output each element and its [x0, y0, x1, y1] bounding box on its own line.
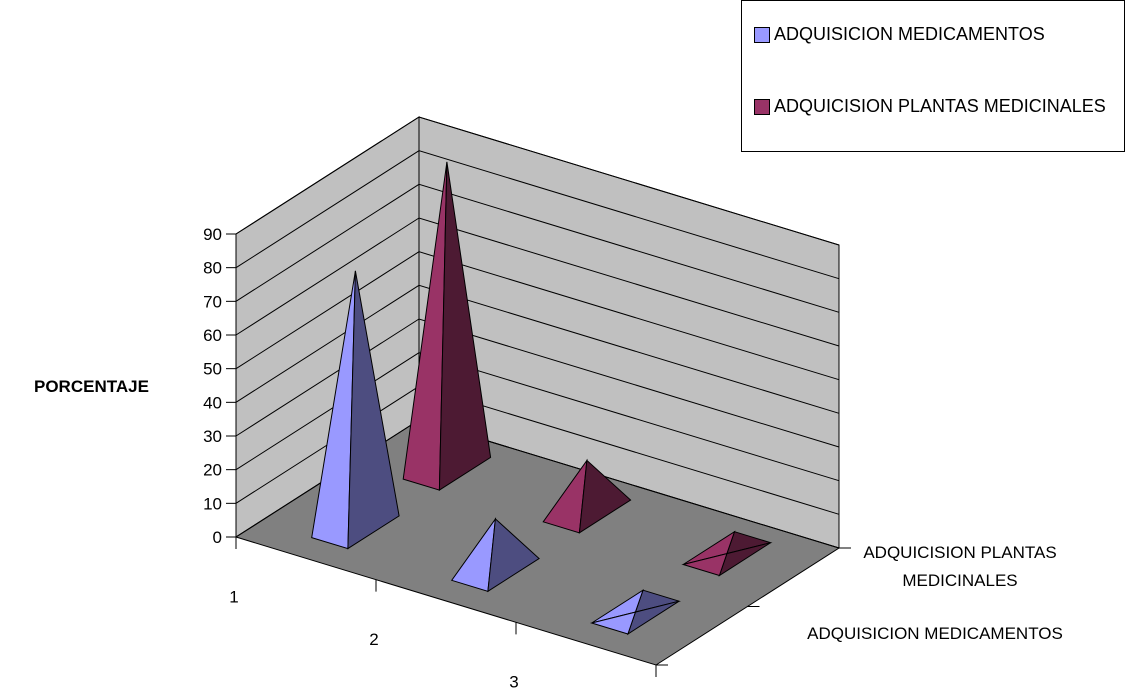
y-tick-label-10: 10 [203, 494, 222, 513]
gridline-30 [235, 318, 840, 448]
legend-item-plantas: ADQUICISION PLANTAS MEDICINALES [754, 95, 1114, 118]
y-axis-title: PORCENTAJE [34, 377, 149, 396]
bar-plantas-2-face-side [578, 459, 632, 534]
bar-plantas-1-face-side [438, 161, 492, 492]
x-tick-label-3: 3 [509, 673, 518, 692]
legend-label-medicamentos: ADQUISICION MEDICAMENTOS [774, 24, 1045, 44]
y-tick-label-70: 70 [203, 292, 222, 311]
gridline-60 [235, 217, 840, 347]
legend-swatch-plantas [754, 99, 770, 115]
axes [226, 233, 851, 677]
y-tick-label-60: 60 [203, 326, 222, 345]
depth-label-plantas-line2: MEDICINALES [902, 571, 1017, 590]
axis-labels: PORCENTAJE ADQUICISION PLANTAS MEDICINAL… [34, 225, 1063, 692]
y-tick-label-20: 20 [203, 461, 222, 480]
bar-plantas-3-top-front [681, 552, 728, 577]
chart-legend: ADQUISICION MEDICAMENTOS ADQUICISION PLA… [741, 0, 1125, 152]
gridline-70 [235, 183, 840, 313]
y-tick-label-0: 0 [213, 528, 222, 547]
gridline-80 [235, 150, 840, 280]
x-tick-label-2: 2 [369, 630, 378, 649]
y-tick-label-40: 40 [203, 393, 222, 412]
x-tick-label-1: 1 [229, 587, 238, 606]
y-tick-label-50: 50 [203, 360, 222, 379]
gridline-90 [235, 116, 840, 246]
gridlines [235, 116, 840, 549]
bar-medicamentos-2-face-side [487, 517, 540, 593]
legend-item-medicamentos: ADQUISICION MEDICAMENTOS [754, 23, 1114, 46]
gridline-20 [235, 352, 840, 482]
gridline-50 [235, 251, 840, 381]
y-tick-label-30: 30 [203, 427, 222, 446]
depth-label-plantas-line1: ADQUICISION PLANTAS [863, 543, 1056, 562]
depth-label-medicamentos: ADQUISICION MEDICAMENTOS [807, 624, 1063, 643]
gridline-40 [235, 284, 840, 414]
legend-label-plantas: ADQUICISION PLANTAS MEDICINALES [774, 96, 1106, 116]
y-tick-label-90: 90 [203, 225, 222, 244]
pyramid-marks [311, 161, 773, 636]
chart-walls [234, 116, 841, 666]
legend-swatch-medicamentos [754, 27, 770, 43]
bar-medicamentos-3-top-front [589, 611, 637, 635]
y-tick-label-80: 80 [203, 259, 222, 278]
bar-medicamentos-1-face-side [347, 270, 400, 550]
